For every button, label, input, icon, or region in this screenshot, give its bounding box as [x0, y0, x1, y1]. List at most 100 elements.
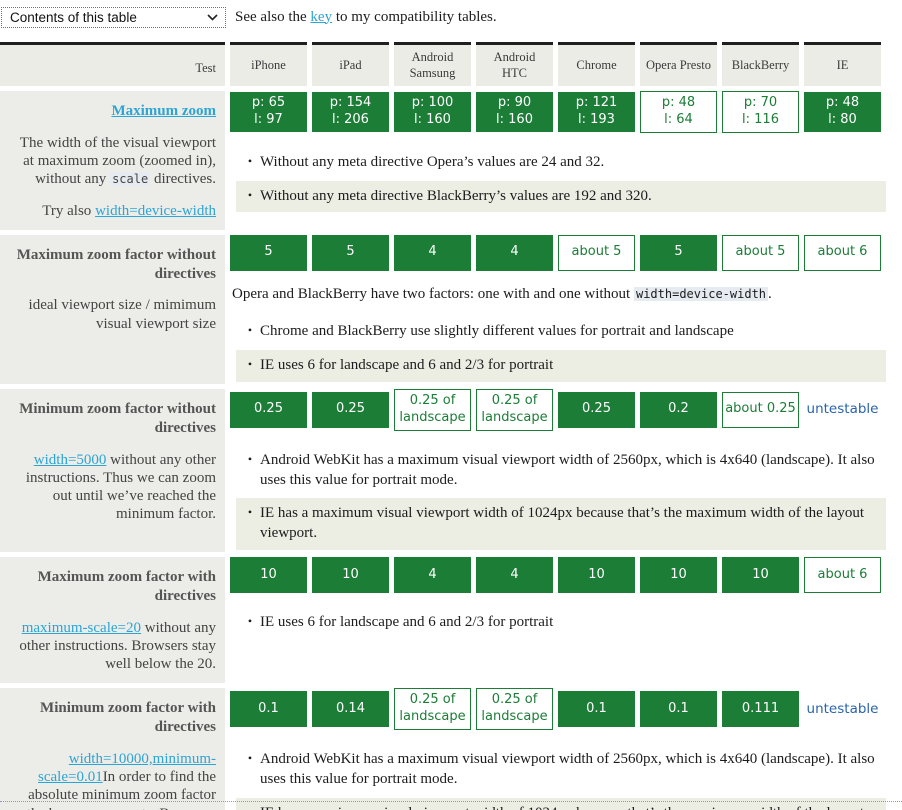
row-results: 0.1 0.14 0.25 of landscape 0.25 of landscap… [230, 688, 902, 810]
result-cell-iphone: 5 [230, 234, 307, 271]
row-title: Maximum zoom factor without directives [10, 246, 216, 284]
row-title: Maximum zoom factor with directives [10, 568, 216, 606]
text-run: Without any meta directive BlackBerry’s … [260, 187, 652, 204]
bullet-text: IE has a maximum visual viewport width o… [260, 804, 878, 810]
result-cell-ie: p: 48 l: 80 [804, 92, 881, 132]
note-bullet: •IE has a maximum visual viewport width … [236, 797, 886, 810]
text-run: IE uses 6 for landscape and 6 and 2/3 fo… [260, 357, 554, 374]
table-row: Minimum zoom factor with directives width… [0, 688, 902, 810]
result-cell-row: 0.1 0.14 0.25 of landscape 0.25 of landscap… [230, 688, 902, 731]
result-cell-iphone: p: 65 l: 97 [230, 92, 307, 132]
result-cell-ie: about 6 [804, 557, 881, 593]
bullet-text: Without any meta directive Opera’s value… [260, 153, 604, 173]
col-header-ipad: iPad [312, 42, 389, 86]
note-bullet: • Without any meta directive Opera’s valu… [236, 147, 886, 179]
text-run: IE has a maximum visual viewport width o… [260, 505, 865, 542]
col-header-blackberry: BlackBerry [722, 42, 799, 86]
result-cell-blackberry: 0.111 [722, 691, 799, 728]
text-run: Android WebKit has a maximum visual view… [260, 751, 875, 787]
row-notes: • Without any meta directive Opera’s valu… [230, 145, 902, 215]
inline-link[interactable]: maximum-scale=20 [21, 619, 141, 636]
table-row: Minimum zoom factor without directives wi… [0, 389, 902, 552]
bullet-text: Chrome and BlackBerry use slightly diffe… [260, 322, 734, 342]
note-bullet: • Android WebKit has a maximum visual vie… [236, 445, 886, 497]
text-run: IE has a maximum visual viewport width o… [260, 805, 864, 810]
row-description: width=10000,minimum-scale=0.01In order t… [10, 750, 216, 810]
result-cell-android-htc: 0.25 of landscape [476, 389, 553, 431]
key-link[interactable]: key [310, 8, 333, 25]
row-description: ideal viewport size / mimimum visual vie… [10, 296, 216, 333]
table-header-row: Test iPhone iPad Android Samsung Android HTC… [0, 42, 902, 86]
row-notes: • Android WebKit has a maximum visual vie… [230, 443, 902, 552]
col-header-chrome: Chrome [558, 42, 635, 86]
result-cell-blackberry: p: 70 l: 116 [722, 91, 799, 133]
contents-select[interactable]: Contents of this table [1, 6, 226, 28]
text-run: Opera and BlackBerry have two factors: o… [232, 285, 634, 302]
compat-table: Maximum zoom The width of the visual view… [0, 91, 902, 810]
text-run: Maximum zoom factor without directives [16, 246, 216, 282]
row-title: Minimum zoom factor without directives [10, 400, 216, 438]
col-header-ie: IE [804, 42, 881, 86]
row-label-cell: Minimum zoom factor with directives width… [0, 688, 225, 810]
text-run: IE uses 6 for landscape and 6 and 2/3 fo… [260, 614, 554, 630]
note-paragraph: Opera and BlackBerry have two factors: o… [232, 285, 900, 305]
result-cell-chrome: 0.1 [558, 691, 635, 728]
row-label-cell: Minimum zoom factor without directives wi… [0, 389, 225, 552]
bullet-text: Android WebKit has a maximum visual view… [260, 750, 878, 790]
result-cell-ipad: 0.25 [312, 391, 389, 428]
result-cell-iphone: 0.25 [230, 391, 307, 428]
bullet-icon: • [247, 505, 253, 520]
text-run: In order to find the absolute minimum zo… [27, 769, 216, 810]
toolbar: Contents of this table See also the key … [0, 0, 902, 29]
note-bullet: • IE uses 6 for landscape and 6 and 2/3 f… [236, 607, 886, 639]
result-cell-android-samsung: 4 [394, 234, 471, 271]
result-cell-ipad: 10 [312, 557, 389, 593]
col-header-opera-presto: Opera Presto [640, 42, 717, 86]
text-run: . [768, 285, 772, 302]
result-cell-blackberry: about 5 [722, 234, 799, 271]
text-run: Minimum zoom factor without directives [19, 401, 216, 436]
row-extra-note: Try also width=device-width [10, 202, 216, 220]
col-header-test: Test [0, 42, 225, 86]
result-cell-row: p: 65 l: 97 p: 154 l: 206 p: 100 l: 160 p: … [230, 91, 902, 133]
row-label-cell: Maximum zoom factor without directives id… [0, 234, 225, 385]
bullet-icon: • [247, 357, 253, 372]
bullet-icon: • [247, 187, 253, 202]
result-cell-ie: untestable [806, 401, 879, 418]
row-label-cell: Maximum zoom The width of the visual view… [0, 91, 225, 230]
result-cell-opera-presto: 5 [640, 234, 717, 271]
result-cell-android-samsung: 4 [394, 557, 471, 593]
see-also-suffix: to my compatibility tables. [332, 8, 497, 25]
note-bullet: • Chrome and BlackBerry use slightly diff… [236, 316, 886, 348]
result-cell-opera-presto: 0.1 [640, 691, 717, 728]
row-notes: • IE uses 6 for landscape and 6 and 2/3 f… [230, 605, 902, 641]
col-header-android-samsung: Android Samsung [394, 42, 471, 86]
bullet-text: IE uses 6 for landscape and 6 and 2/3 fo… [260, 613, 553, 633]
inline-link[interactable]: Maximum zoom [111, 103, 216, 119]
result-cell-ie: untestable [806, 700, 879, 717]
row-label-cell: Maximum zoom factor with directives maxim… [0, 557, 225, 684]
result-cell-chrome: p: 121 l: 193 [558, 92, 635, 132]
text-run: without any other instructions. Thus we … [25, 451, 216, 523]
row-results: p: 65 l: 97 p: 154 l: 206 p: 100 l: 160 p: … [230, 91, 902, 230]
table-row: Maximum zoom The width of the visual view… [0, 91, 902, 230]
text-run: The width of the visual viewport at maxi… [19, 134, 216, 188]
text-run: without any other instructions. Browsers… [19, 619, 216, 673]
text-run: Try also [42, 202, 96, 219]
result-cell-android-htc: p: 90 l: 160 [476, 92, 553, 132]
result-cell-row: 10 10 4 4 10 10 10 about 6 [230, 557, 902, 593]
inline-link[interactable]: width=5000 [33, 451, 107, 468]
row-notes: • Android WebKit has a maximum visual vie… [230, 742, 902, 810]
inline-code: width=device-width [633, 286, 769, 301]
inline-link[interactable]: width=10000,minimum-scale=0.01 [38, 750, 216, 786]
bullet-icon: • [247, 451, 253, 466]
inline-code: scale [110, 172, 151, 187]
result-cell-chrome: 10 [558, 557, 635, 593]
row-notes: Opera and BlackBerry have two factors: o… [230, 283, 902, 384]
result-cell-blackberry: about 0.25 [722, 391, 799, 428]
inline-link[interactable]: width=device-width [95, 202, 216, 219]
bullet-text: IE uses 6 for landscape and 6 and 2/3 fo… [260, 356, 553, 376]
col-header-iphone: iPhone [230, 42, 307, 86]
result-cell-chrome: about 5 [558, 234, 635, 271]
